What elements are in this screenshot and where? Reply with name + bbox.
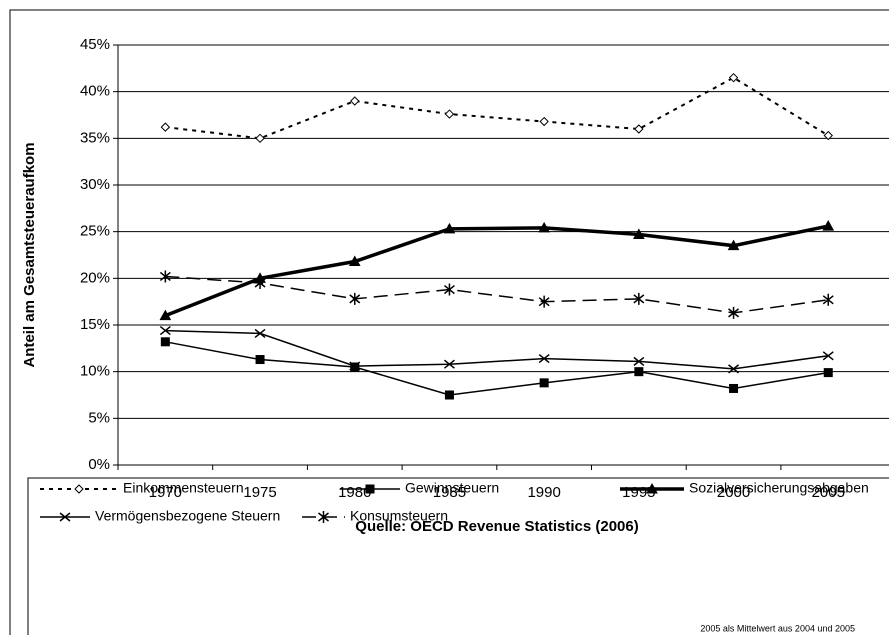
x-tick-label: 1990 <box>527 484 560 501</box>
legend-marker <box>318 511 329 523</box>
series-line <box>164 224 829 318</box>
legend-label: Gewinnsteuern <box>405 480 499 496</box>
marker <box>159 309 172 321</box>
x-tick-label: 2000 <box>717 484 750 501</box>
marker <box>255 133 265 144</box>
marker <box>350 96 360 106</box>
marker <box>822 293 834 306</box>
marker <box>823 130 833 141</box>
marker <box>159 270 171 283</box>
marker <box>255 355 265 365</box>
legend-marker <box>646 482 658 494</box>
marker <box>822 220 835 231</box>
x-tick-label: 1970 <box>149 484 182 501</box>
marker <box>633 356 645 366</box>
marker <box>538 295 550 308</box>
legend-label: Einkommensteuern <box>123 480 244 496</box>
marker <box>444 109 455 119</box>
marker <box>633 228 645 239</box>
y-tick-label: 45% <box>80 36 110 53</box>
marker <box>728 364 740 374</box>
y-tick-label: 25% <box>80 223 110 240</box>
marker <box>634 124 644 134</box>
marker <box>159 326 171 336</box>
marker <box>822 351 834 361</box>
marker <box>349 361 361 371</box>
y-tick-label: 15% <box>80 316 110 333</box>
marker <box>728 72 739 83</box>
marker <box>538 221 550 233</box>
y-tick-label: 40% <box>80 83 110 100</box>
marker <box>348 255 361 267</box>
marker <box>443 359 455 369</box>
legend-marker <box>59 512 71 522</box>
note: 2005 als Mittelwert aus 2004 und 2005 <box>700 623 855 633</box>
legend-label: Sozialversicherungsabgaben <box>689 480 869 496</box>
marker <box>729 383 739 393</box>
x-tick-label: 1985 <box>433 484 466 501</box>
marker <box>443 222 456 234</box>
x-tick-label: 1975 <box>243 484 276 501</box>
marker <box>160 122 171 132</box>
y-tick-label: 30% <box>80 176 110 193</box>
y-tick-label: 35% <box>80 129 110 146</box>
y-tick-label: 5% <box>88 409 110 426</box>
marker <box>444 390 454 400</box>
marker <box>349 292 361 305</box>
legend-label: Vermögensbezogene Steuern <box>95 508 280 524</box>
marker <box>823 368 833 378</box>
y-tick-label: 0% <box>88 456 110 473</box>
marker <box>538 354 550 364</box>
marker <box>728 306 740 319</box>
x-tick-label: 1980 <box>338 484 371 501</box>
marker <box>160 337 170 347</box>
series-line <box>165 329 829 370</box>
marker <box>633 292 645 305</box>
x-tick-label: 2005 <box>812 484 845 501</box>
legend-marker <box>74 484 84 494</box>
y-tick-label: 10% <box>80 363 110 380</box>
marker <box>727 239 740 251</box>
marker <box>539 378 549 388</box>
chart-frame <box>9 9 889 635</box>
x-axis-title: Quelle: OECD Revenue Statistics (2006) <box>355 518 638 535</box>
series-line <box>165 275 829 314</box>
legend-label: Konsumsteuern <box>350 508 448 524</box>
series-line <box>165 76 829 140</box>
marker <box>443 283 455 296</box>
marker <box>634 367 644 377</box>
y-axis-title: Anteil am Gesamtsteueraufkom <box>21 142 38 367</box>
series-line <box>165 341 829 396</box>
y-tick-label: 20% <box>80 269 110 286</box>
marker <box>539 116 549 127</box>
legend-marker <box>365 484 375 494</box>
legend-box <box>27 477 889 635</box>
marker <box>254 277 266 289</box>
marker <box>254 328 266 338</box>
